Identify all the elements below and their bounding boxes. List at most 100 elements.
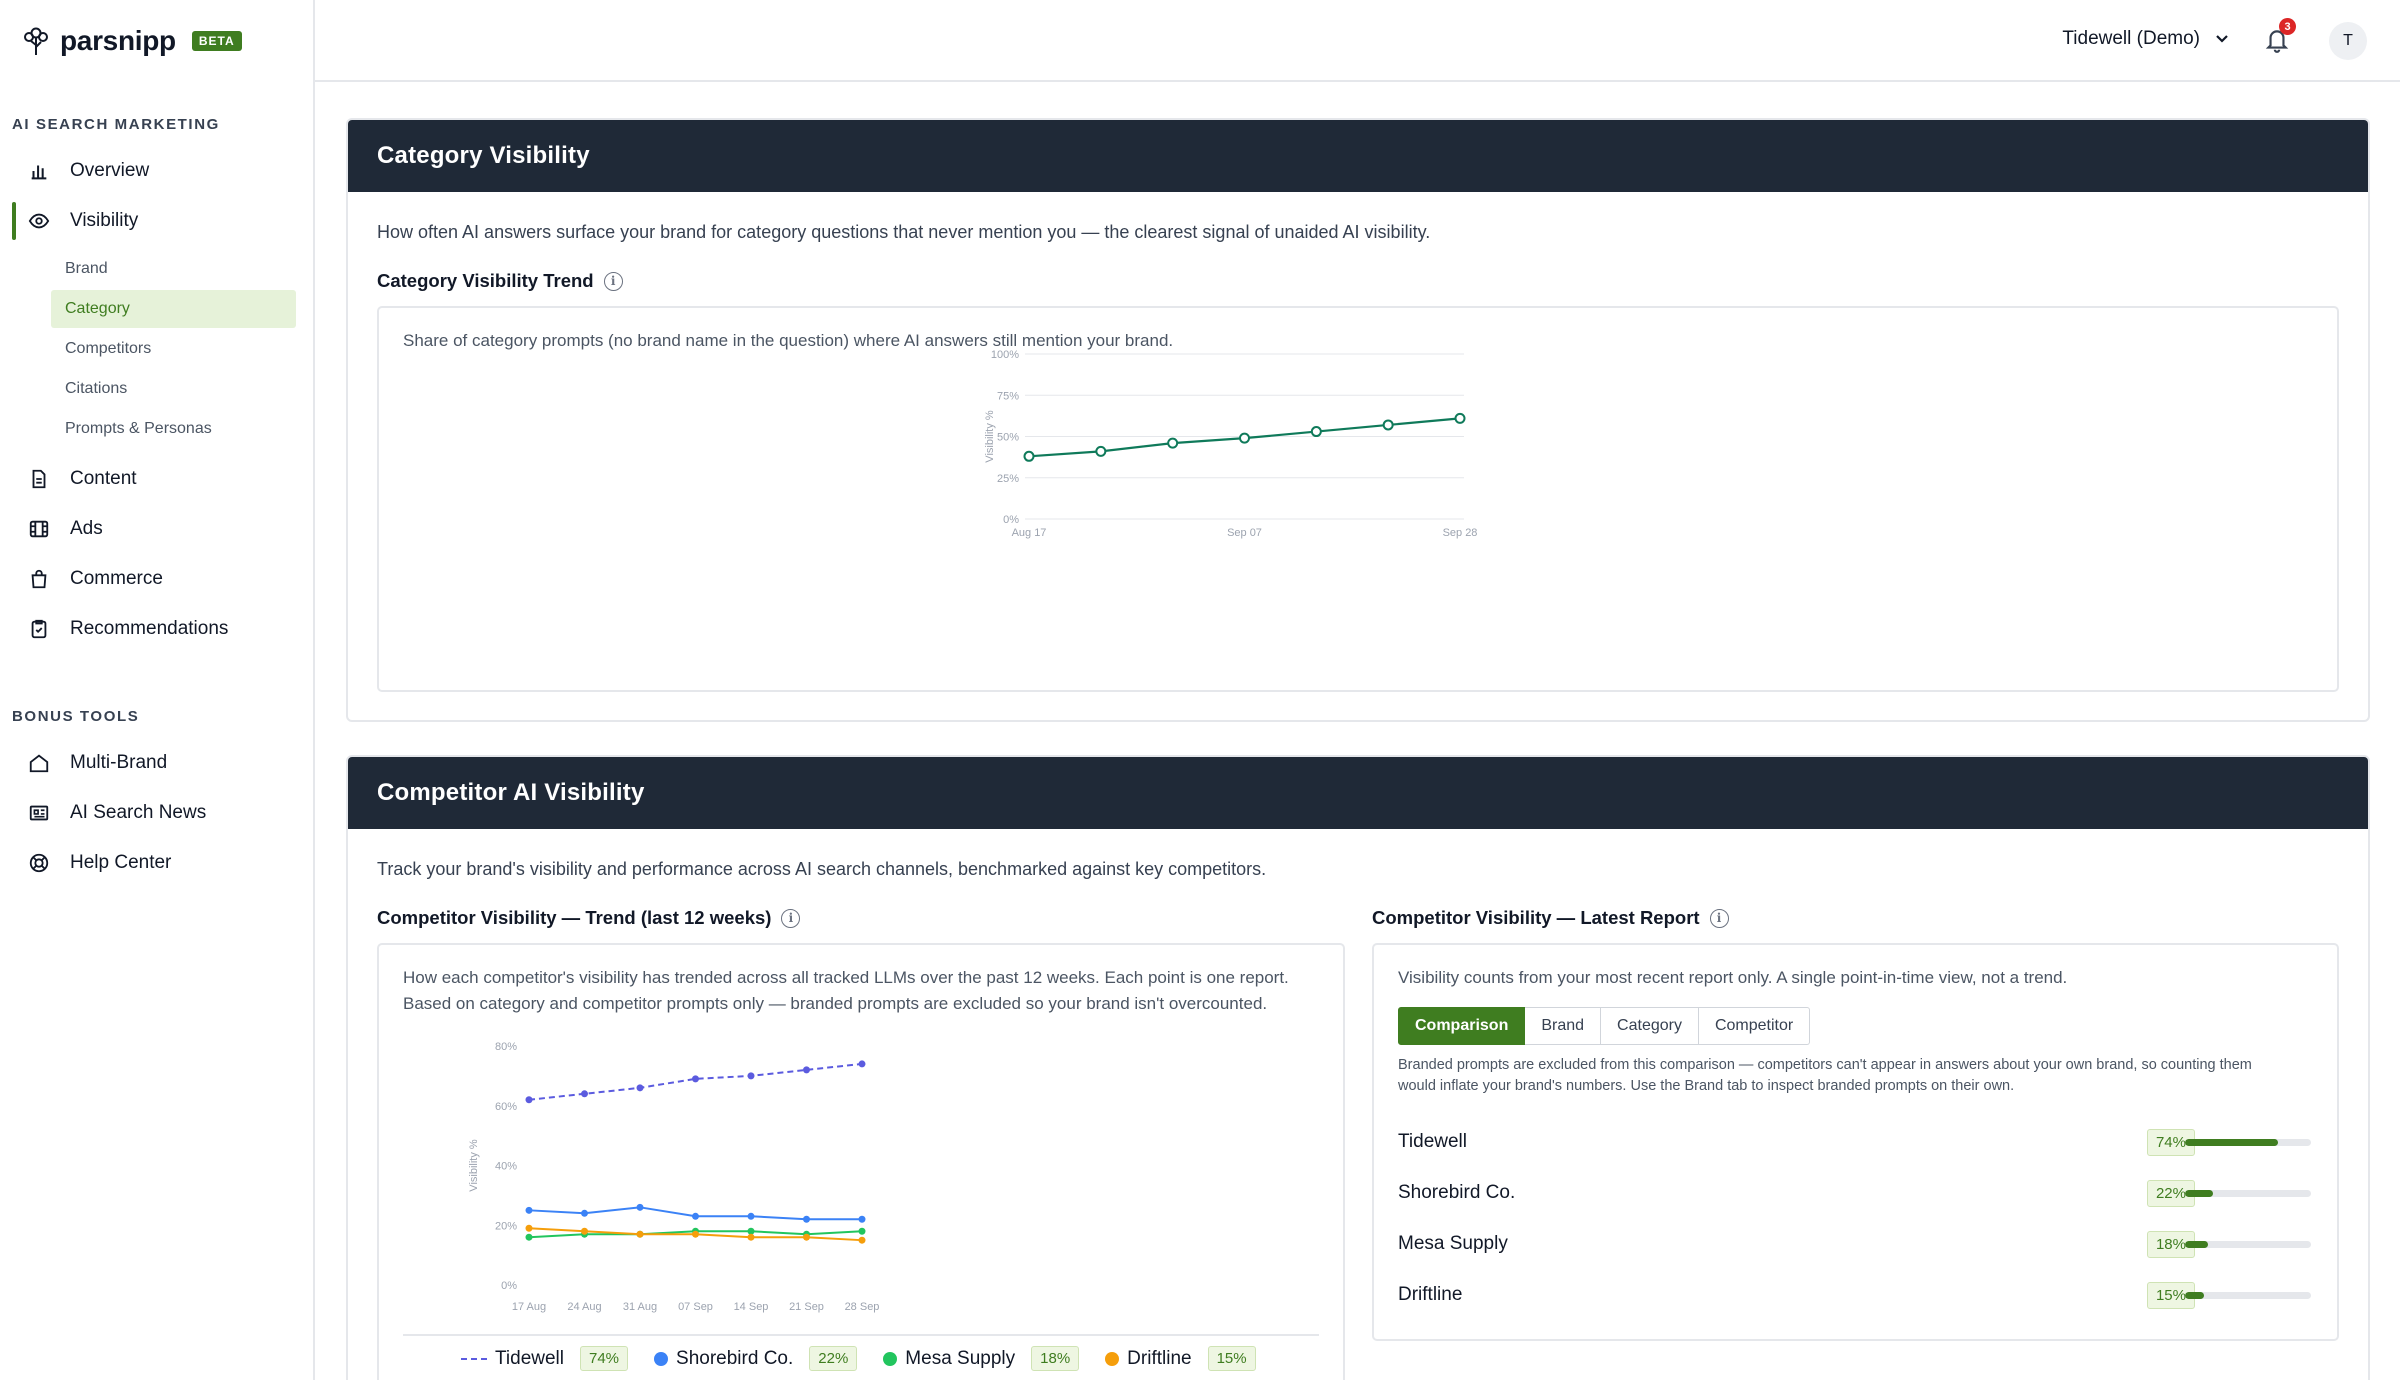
notification-count-badge: 3 [2279,18,2296,35]
legend-item-driftline[interactable]: Driftline 15% [1105,1346,1256,1371]
x-tick-label: Sep 07 [1227,527,1262,539]
legend-badge: 15% [1207,1346,1256,1371]
sidebar-item-help-center[interactable]: Help Center [0,838,313,888]
legend-label: Tidewell [495,1347,564,1369]
competitor-bar-list: Tidewell 74% Shorebird Co. 22% Mesa Supp… [1398,1127,2337,1327]
legend-label: Shorebird Co. [676,1347,794,1369]
sidebar-item-label: Visibility [70,210,139,231]
bar-fill [2185,1240,2208,1248]
sidebar-item-label: Commerce [70,568,163,589]
data-point [1310,426,1322,438]
shopping-bag-icon [31,569,47,589]
data-point [1095,445,1107,457]
sidebar-item-visibility[interactable]: Visibility [0,196,313,246]
sidebar-item-content[interactable]: Content [0,454,313,504]
tab-brand[interactable]: Brand [1525,1007,1602,1045]
legend-badge: 22% [809,1346,858,1371]
pct-badge: 22% [2146,1179,2195,1207]
latest-title: Competitor Visibility — Latest Report [1372,907,1700,928]
info-icon[interactable]: i [1709,908,1729,928]
info-icon[interactable]: i [781,908,801,928]
x-tick-label: 17 Aug [512,1301,546,1313]
card-title: Competitor AI Visibility [348,757,2368,829]
data-point [525,1233,533,1241]
card-description: Track your brand's visibility and perfor… [377,859,1267,879]
sidebar: parsnipp BETA AI SEARCH MARKETING Overvi… [0,0,315,1380]
sidebar-item-overview[interactable]: Overview [0,146,313,196]
sidebar-sub-citations[interactable]: Citations [65,380,128,397]
y-tick-label: 80% [495,1041,517,1053]
bar-fill [2185,1138,2279,1146]
legend-item-mesa[interactable]: Mesa Supply 18% [883,1346,1080,1371]
sidebar-item-commerce[interactable]: Commerce [0,554,313,604]
data-point [1239,432,1250,444]
legend-item-tidewell[interactable]: Tidewell 74% [461,1346,629,1371]
panel-note: Visibility counts from your most recent … [1398,968,2068,987]
x-tick-label: 14 Sep [734,1301,769,1313]
bar-track [2185,1291,2311,1299]
bar-label: Tidewell [1398,1131,1467,1152]
trend-title: Competitor Visibility — Trend (last 12 w… [377,907,772,928]
bell-icon [2265,30,2289,53]
sidebar-sub-brand[interactable]: Brand [65,260,108,277]
parsnipp-logo-icon [24,27,48,55]
x-tick-label: 24 Aug [567,1301,601,1313]
bar-track [2185,1240,2311,1248]
tab-competitor[interactable]: Competitor [1698,1007,1811,1045]
bar-fill [2185,1189,2213,1197]
chart-legend: Tidewell 74% Shorebird Co. 22% Mesa Supp… [461,1346,1268,1371]
y-tick-label: 40% [495,1161,517,1173]
legend-badge: 74% [580,1346,629,1371]
y-axis-title: Visibility % [468,1139,480,1192]
sidebar-sub-category[interactable]: Category [51,290,296,328]
section-heading: Category Visibility Trend i [377,270,623,292]
y-tick-label: 0% [1003,514,1019,526]
y-tick-label: 75% [997,390,1019,402]
sidebar-item-ads[interactable]: Ads [0,504,313,554]
pct-badge: 15% [2146,1281,2195,1309]
excluded-note-line: Branded prompts are excluded from this c… [1398,1057,2252,1073]
data-point [581,1227,588,1235]
sidebar-sub-prompts-personas[interactable]: Prompts & Personas [65,420,212,437]
topbar: Tidewell (Demo) 3 T [315,0,2400,82]
competitor-trend-chart: 80% 60% 40% 20% 0% Visibility % 17 Aug 24 Aug 31… [468,1041,880,1313]
sidebar-sub-competitors[interactable]: Competitors [65,340,152,357]
notifications-button[interactable]: 3 [2264,18,2296,54]
sidebar-item-multi-brand[interactable]: Multi-Brand [0,738,313,788]
panel-note: How each competitor's visibility has tre… [403,965,1289,1017]
sidebar-item-recommendations[interactable]: Recommendations [0,604,313,654]
legend-dot-swatch [654,1351,669,1366]
panel-note: Share of category prompts (no brand name… [403,331,1174,350]
sidebar-item-label: Ads [70,518,103,539]
x-tick-label: 31 Aug [623,1301,657,1313]
legend-item-shorebird[interactable]: Shorebird Co. 22% [654,1346,858,1371]
x-tick-label: Aug 17 [1012,527,1047,539]
data-point [525,1206,533,1214]
bar-label: Mesa Supply [1398,1233,1508,1254]
card-description: How often AI answers surface your brand … [377,222,1431,242]
data-point [858,1227,866,1235]
bar-track [2185,1189,2311,1197]
data-point [747,1072,755,1080]
x-tick-label: 28 Sep [845,1301,880,1313]
tab-category[interactable]: Category [1601,1007,1699,1045]
competitor-visibility-card: Competitor AI Visibility Track your bran… [346,755,2370,1380]
info-icon[interactable]: i [603,271,623,291]
data-point [1167,437,1179,449]
data-point [747,1212,755,1220]
newspaper-icon [29,805,49,821]
section-heading: Competitor Visibility — Trend (last 12 w… [377,907,801,929]
data-point [692,1230,699,1238]
bar-row-tidewell: Tidewell 74% [1398,1127,2337,1157]
tab-comparison[interactable]: Comparison [1398,1007,1526,1045]
y-tick-label: 60% [495,1101,517,1113]
sidebar-item-ai-search-news[interactable]: AI Search News [0,788,313,838]
divider [403,1334,1319,1336]
bar-track [2185,1138,2311,1146]
avatar[interactable]: T [2329,22,2367,60]
app-name[interactable]: parsnipp [60,25,176,56]
category-visibility-card: Category Visibility How often AI answers… [346,118,2370,722]
org-selector[interactable]: Tidewell (Demo) [2062,28,2230,50]
legend-dot-swatch [883,1351,898,1366]
data-point [692,1212,699,1220]
